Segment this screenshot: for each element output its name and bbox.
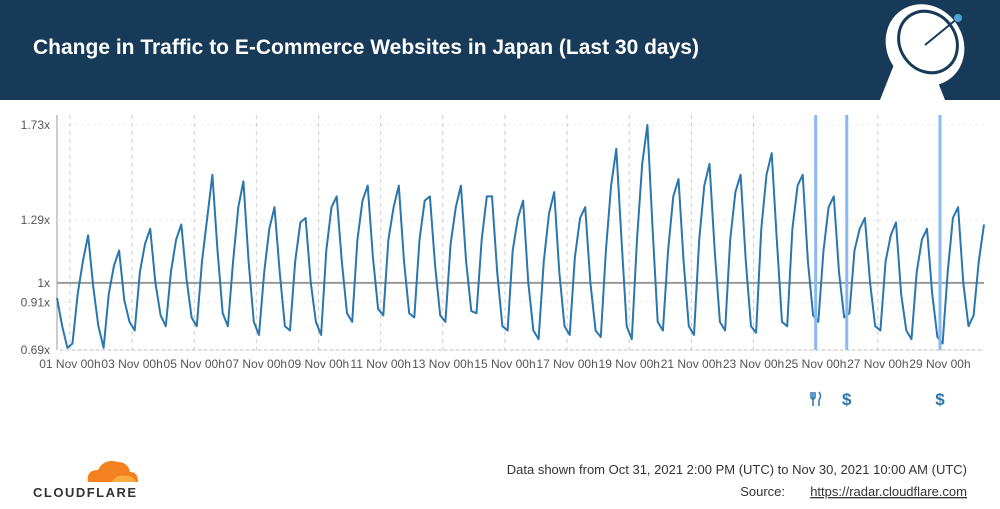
y-tick-label: 0.69x xyxy=(21,343,50,357)
x-tick-label: 11 Nov 00h xyxy=(350,357,411,371)
y-tick-label: 1.73x xyxy=(21,118,50,132)
x-tick-label: 21 Nov 00h xyxy=(661,357,722,371)
x-tick-label: 23 Nov 00h xyxy=(723,357,784,371)
data-line xyxy=(56,124,985,349)
x-tick-label: 25 Nov 00h xyxy=(785,357,846,371)
dish-icon xyxy=(880,4,965,100)
x-tick-label: 13 Nov 00h xyxy=(412,357,473,371)
x-tick-label: 07 Nov 00h xyxy=(226,357,287,371)
y-tick-label: 1x xyxy=(37,276,50,290)
chart-title: Change in Traffic to E-Commerce Websites… xyxy=(33,36,699,59)
y-tick-label: 1.29x xyxy=(21,213,50,227)
holiday-icon xyxy=(810,391,822,406)
logo-text: CLOUDFLARE xyxy=(33,485,138,500)
x-tick-label: 17 Nov 00h xyxy=(536,357,597,371)
y-tick-label: 0.91x xyxy=(21,295,50,309)
x-tick-label: 27 Nov 00h xyxy=(847,357,908,371)
header xyxy=(0,0,1000,100)
x-tick-label: 05 Nov 00h xyxy=(164,357,225,371)
x-tick-label: 09 Nov 00h xyxy=(288,357,349,371)
x-tick-label: 29 Nov 00h xyxy=(909,357,970,371)
event-label: $ xyxy=(935,390,945,409)
source-label: Source: xyxy=(740,484,785,499)
footer-note: Data shown from Oct 31, 2021 2:00 PM (UT… xyxy=(507,462,967,477)
x-tick-label: 15 Nov 00h xyxy=(474,357,535,371)
event-label: $ xyxy=(842,390,852,409)
x-tick-label: 19 Nov 00h xyxy=(599,357,660,371)
x-tick-label: 01 Nov 00h xyxy=(39,357,100,371)
source-link[interactable]: https://radar.cloudflare.com xyxy=(810,484,967,499)
x-tick-label: 03 Nov 00h xyxy=(101,357,162,371)
cloudflare-logo: CLOUDFLARE xyxy=(33,461,138,500)
